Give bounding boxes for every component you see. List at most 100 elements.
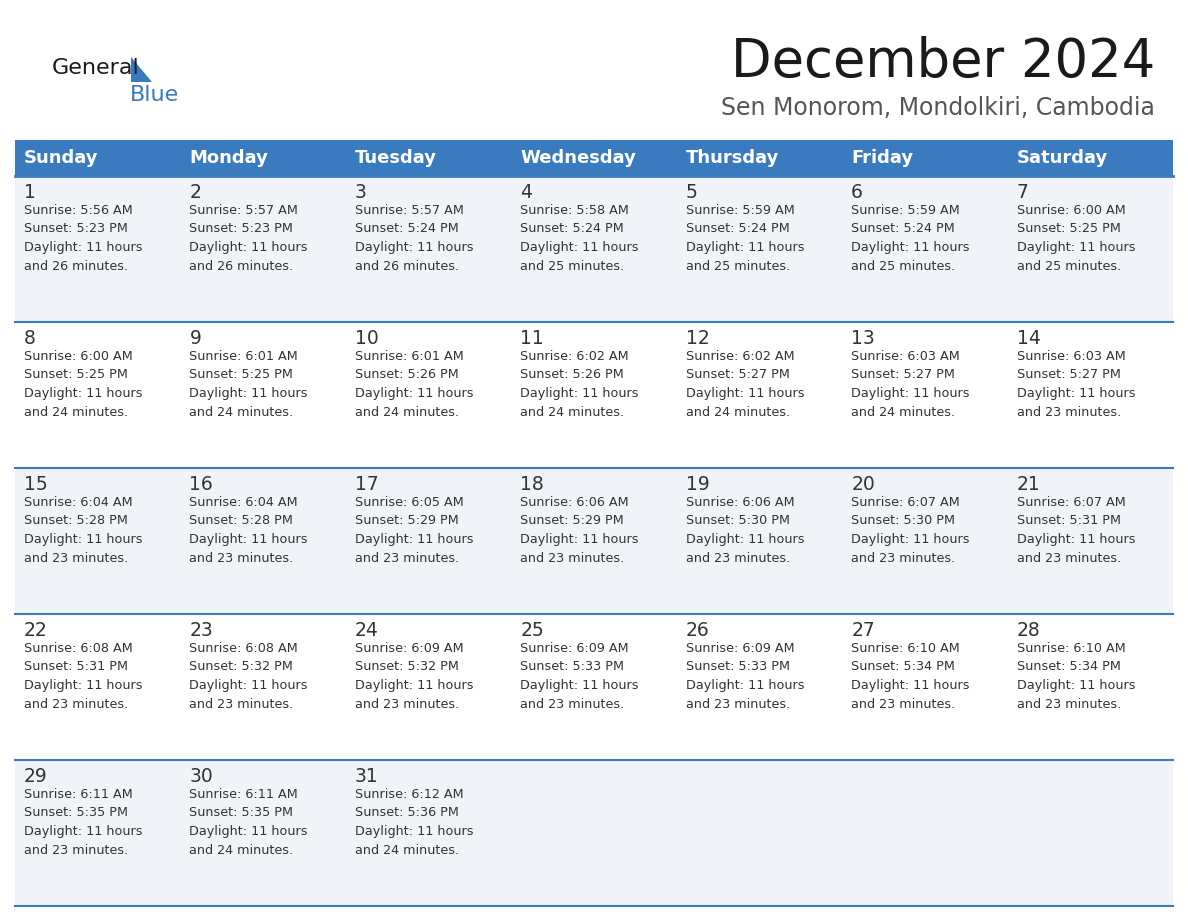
Text: Daylight: 11 hours: Daylight: 11 hours	[685, 241, 804, 254]
Text: Sunrise: 5:58 AM: Sunrise: 5:58 AM	[520, 204, 630, 217]
Text: and 25 minutes.: and 25 minutes.	[1017, 261, 1120, 274]
Text: Sunrise: 6:01 AM: Sunrise: 6:01 AM	[189, 350, 298, 363]
Text: Daylight: 11 hours: Daylight: 11 hours	[851, 241, 969, 254]
Text: Friday: Friday	[851, 149, 914, 167]
Text: 14: 14	[1017, 330, 1041, 349]
Bar	[15, 468, 1173, 614]
Text: December 2024: December 2024	[731, 36, 1155, 88]
Text: 28: 28	[1017, 621, 1041, 641]
Text: 12: 12	[685, 330, 709, 349]
Text: and 26 minutes.: and 26 minutes.	[189, 261, 293, 274]
Text: Sunset: 5:31 PM: Sunset: 5:31 PM	[1017, 514, 1120, 528]
Polygon shape	[131, 57, 152, 82]
Text: and 23 minutes.: and 23 minutes.	[24, 553, 128, 565]
Text: Daylight: 11 hours: Daylight: 11 hours	[24, 533, 143, 546]
Text: and 23 minutes.: and 23 minutes.	[355, 699, 459, 711]
Text: Sunrise: 6:08 AM: Sunrise: 6:08 AM	[189, 642, 298, 655]
Text: Sunset: 5:27 PM: Sunset: 5:27 PM	[851, 368, 955, 382]
Text: Daylight: 11 hours: Daylight: 11 hours	[24, 241, 143, 254]
Text: Daylight: 11 hours: Daylight: 11 hours	[685, 679, 804, 692]
Text: 20: 20	[851, 476, 874, 495]
Text: Sunrise: 6:02 AM: Sunrise: 6:02 AM	[520, 350, 628, 363]
Text: Daylight: 11 hours: Daylight: 11 hours	[685, 387, 804, 400]
Text: Daylight: 11 hours: Daylight: 11 hours	[355, 241, 473, 254]
Text: Daylight: 11 hours: Daylight: 11 hours	[24, 825, 143, 838]
Text: Sunrise: 6:09 AM: Sunrise: 6:09 AM	[520, 642, 628, 655]
Text: and 25 minutes.: and 25 minutes.	[685, 261, 790, 274]
Text: and 24 minutes.: and 24 minutes.	[189, 845, 293, 857]
Text: Daylight: 11 hours: Daylight: 11 hours	[355, 387, 473, 400]
Text: Daylight: 11 hours: Daylight: 11 hours	[355, 825, 473, 838]
Text: and 25 minutes.: and 25 minutes.	[851, 261, 955, 274]
Text: 17: 17	[355, 476, 379, 495]
Text: and 26 minutes.: and 26 minutes.	[355, 261, 459, 274]
Text: Daylight: 11 hours: Daylight: 11 hours	[851, 679, 969, 692]
Bar	[15, 140, 1173, 176]
Text: Thursday: Thursday	[685, 149, 779, 167]
Text: Sunset: 5:33 PM: Sunset: 5:33 PM	[520, 660, 624, 674]
Text: Daylight: 11 hours: Daylight: 11 hours	[189, 825, 308, 838]
Text: Sunrise: 5:56 AM: Sunrise: 5:56 AM	[24, 204, 133, 217]
Text: and 24 minutes.: and 24 minutes.	[851, 407, 955, 420]
Text: Sunrise: 5:57 AM: Sunrise: 5:57 AM	[189, 204, 298, 217]
Text: 26: 26	[685, 621, 709, 641]
Bar	[15, 176, 1173, 322]
Text: Sunset: 5:35 PM: Sunset: 5:35 PM	[189, 807, 293, 820]
Text: Sunset: 5:27 PM: Sunset: 5:27 PM	[1017, 368, 1120, 382]
Text: 24: 24	[355, 621, 379, 641]
Bar	[15, 322, 1173, 468]
Text: Sunset: 5:24 PM: Sunset: 5:24 PM	[685, 222, 790, 236]
Text: 30: 30	[189, 767, 213, 787]
Text: 16: 16	[189, 476, 213, 495]
Text: Sunday: Sunday	[24, 149, 99, 167]
Text: and 23 minutes.: and 23 minutes.	[189, 699, 293, 711]
Text: Daylight: 11 hours: Daylight: 11 hours	[189, 241, 308, 254]
Text: Sunset: 5:24 PM: Sunset: 5:24 PM	[520, 222, 624, 236]
Text: Daylight: 11 hours: Daylight: 11 hours	[1017, 241, 1135, 254]
Text: and 23 minutes.: and 23 minutes.	[355, 553, 459, 565]
Text: and 23 minutes.: and 23 minutes.	[851, 553, 955, 565]
Text: 2: 2	[189, 184, 201, 203]
Text: Sunrise: 6:11 AM: Sunrise: 6:11 AM	[189, 788, 298, 800]
Text: Sunset: 5:23 PM: Sunset: 5:23 PM	[24, 222, 128, 236]
Text: Daylight: 11 hours: Daylight: 11 hours	[520, 387, 639, 400]
Text: Daylight: 11 hours: Daylight: 11 hours	[520, 533, 639, 546]
Text: and 24 minutes.: and 24 minutes.	[685, 407, 790, 420]
Text: Sunset: 5:29 PM: Sunset: 5:29 PM	[520, 514, 624, 528]
Text: and 23 minutes.: and 23 minutes.	[685, 553, 790, 565]
Text: Sunrise: 6:10 AM: Sunrise: 6:10 AM	[1017, 642, 1125, 655]
Text: Sunrise: 6:08 AM: Sunrise: 6:08 AM	[24, 642, 133, 655]
Text: Sunset: 5:25 PM: Sunset: 5:25 PM	[24, 368, 128, 382]
Text: Daylight: 11 hours: Daylight: 11 hours	[355, 679, 473, 692]
Text: Sunset: 5:25 PM: Sunset: 5:25 PM	[189, 368, 293, 382]
Text: General: General	[52, 58, 140, 78]
Text: Sunset: 5:28 PM: Sunset: 5:28 PM	[189, 514, 293, 528]
Text: Sunrise: 6:11 AM: Sunrise: 6:11 AM	[24, 788, 133, 800]
Text: Sunset: 5:33 PM: Sunset: 5:33 PM	[685, 660, 790, 674]
Text: Daylight: 11 hours: Daylight: 11 hours	[189, 679, 308, 692]
Text: Sunrise: 6:04 AM: Sunrise: 6:04 AM	[24, 496, 133, 509]
Text: Sunrise: 6:07 AM: Sunrise: 6:07 AM	[1017, 496, 1125, 509]
Text: and 25 minutes.: and 25 minutes.	[520, 261, 625, 274]
Text: Sunset: 5:32 PM: Sunset: 5:32 PM	[189, 660, 293, 674]
Text: and 23 minutes.: and 23 minutes.	[1017, 553, 1120, 565]
Text: Sunset: 5:25 PM: Sunset: 5:25 PM	[1017, 222, 1120, 236]
Text: Daylight: 11 hours: Daylight: 11 hours	[1017, 387, 1135, 400]
Text: Sunset: 5:23 PM: Sunset: 5:23 PM	[189, 222, 293, 236]
Text: Daylight: 11 hours: Daylight: 11 hours	[520, 679, 639, 692]
Text: Daylight: 11 hours: Daylight: 11 hours	[1017, 679, 1135, 692]
Text: and 24 minutes.: and 24 minutes.	[355, 407, 459, 420]
Text: and 23 minutes.: and 23 minutes.	[24, 699, 128, 711]
Text: Sunrise: 6:02 AM: Sunrise: 6:02 AM	[685, 350, 795, 363]
Text: and 23 minutes.: and 23 minutes.	[1017, 699, 1120, 711]
Text: Sunrise: 5:59 AM: Sunrise: 5:59 AM	[851, 204, 960, 217]
Text: Monday: Monday	[189, 149, 268, 167]
Text: Sunset: 5:26 PM: Sunset: 5:26 PM	[520, 368, 624, 382]
Text: Sunrise: 6:03 AM: Sunrise: 6:03 AM	[1017, 350, 1125, 363]
Text: Daylight: 11 hours: Daylight: 11 hours	[24, 387, 143, 400]
Text: Sunset: 5:24 PM: Sunset: 5:24 PM	[851, 222, 955, 236]
Text: Sunset: 5:26 PM: Sunset: 5:26 PM	[355, 368, 459, 382]
Text: Sunrise: 6:00 AM: Sunrise: 6:00 AM	[1017, 204, 1125, 217]
Text: Sunset: 5:34 PM: Sunset: 5:34 PM	[851, 660, 955, 674]
Text: and 24 minutes.: and 24 minutes.	[24, 407, 128, 420]
